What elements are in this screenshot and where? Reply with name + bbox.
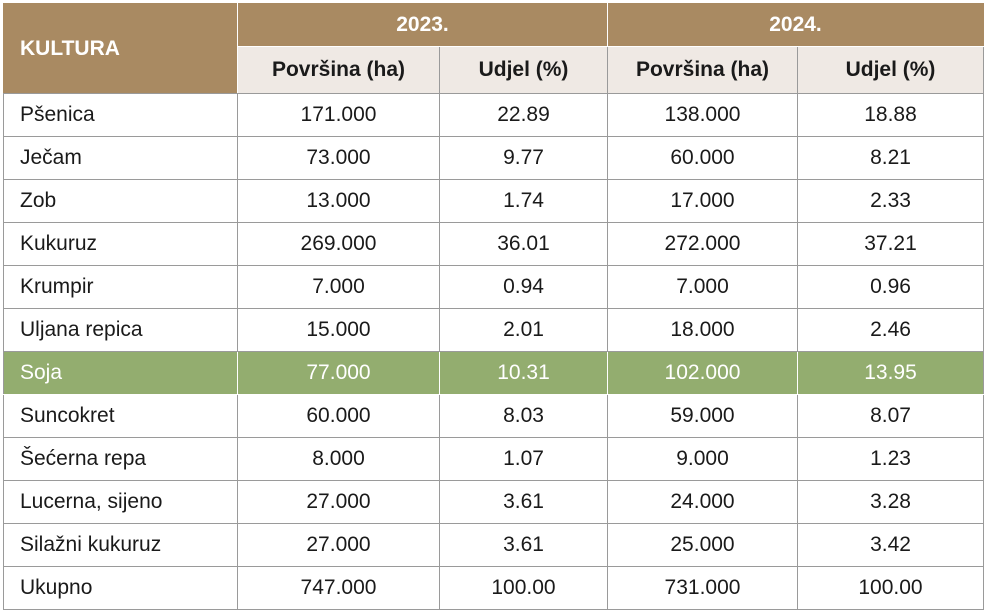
share-2024-cell: 2.46 bbox=[797, 308, 984, 352]
area-2023-cell: 747.000 bbox=[237, 566, 440, 610]
area-2023-header: Površina (ha) bbox=[237, 46, 440, 94]
area-2023-cell: 73.000 bbox=[237, 136, 440, 180]
share-2024-cell: 3.28 bbox=[797, 480, 984, 524]
share-2023-header: Udjel (%) bbox=[439, 46, 608, 94]
table-row: Zob 13.000 1.74 17.000 2.33 bbox=[3, 179, 984, 223]
crop-name-cell: Uljana repica bbox=[3, 308, 238, 352]
crop-name-cell: Zob bbox=[3, 179, 238, 223]
table-row: Pšenica 171.000 22.89 138.000 18.88 bbox=[3, 93, 984, 137]
area-2023-cell: 60.000 bbox=[237, 394, 440, 438]
share-2023-cell: 100.00 bbox=[439, 566, 608, 610]
share-2024-cell: 18.88 bbox=[797, 93, 984, 137]
share-2023-cell: 3.61 bbox=[439, 523, 608, 567]
share-2024-header: Udjel (%) bbox=[797, 46, 984, 94]
area-2024-cell: 138.000 bbox=[607, 93, 798, 137]
share-2024-cell: 3.42 bbox=[797, 523, 984, 567]
year-2023-header: 2023. bbox=[237, 3, 608, 47]
area-2023-cell: 27.000 bbox=[237, 523, 440, 567]
year-2024-header: 2024. bbox=[607, 3, 984, 47]
table-row: Soja 77.000 10.31 102.000 13.95 bbox=[3, 351, 984, 395]
share-2023-cell: 10.31 bbox=[439, 351, 608, 395]
crop-table-container: KULTURA 2023. 2024. Površina (ha) Udjel … bbox=[3, 3, 984, 610]
area-2024-cell: 102.000 bbox=[607, 351, 798, 395]
table-row: Silažni kukuruz 27.000 3.61 25.000 3.42 bbox=[3, 523, 984, 567]
share-2023-cell: 1.07 bbox=[439, 437, 608, 481]
area-2024-cell: 272.000 bbox=[607, 222, 798, 266]
table-row: Ukupno 747.000 100.00 731.000 100.00 bbox=[3, 566, 984, 610]
crop-name-cell: Suncokret bbox=[3, 394, 238, 438]
share-2023-cell: 2.01 bbox=[439, 308, 608, 352]
area-2023-cell: 171.000 bbox=[237, 93, 440, 137]
share-2024-cell: 100.00 bbox=[797, 566, 984, 610]
area-2024-cell: 7.000 bbox=[607, 265, 798, 309]
table-row: Krumpir 7.000 0.94 7.000 0.96 bbox=[3, 265, 984, 309]
share-2023-cell: 9.77 bbox=[439, 136, 608, 180]
table-row: Ječam 73.000 9.77 60.000 8.21 bbox=[3, 136, 984, 180]
area-2024-cell: 24.000 bbox=[607, 480, 798, 524]
share-2024-cell: 37.21 bbox=[797, 222, 984, 266]
table-row: Kukuruz 269.000 36.01 272.000 37.21 bbox=[3, 222, 984, 266]
table-row: Suncokret 60.000 8.03 59.000 8.07 bbox=[3, 394, 984, 438]
crop-name-cell: Šećerna repa bbox=[3, 437, 238, 481]
crop-name-cell: Kukuruz bbox=[3, 222, 238, 266]
crop-area-table: KULTURA 2023. 2024. Površina (ha) Udjel … bbox=[3, 3, 984, 610]
share-2023-cell: 36.01 bbox=[439, 222, 608, 266]
area-2024-cell: 18.000 bbox=[607, 308, 798, 352]
table-row: Lucerna, sijeno 27.000 3.61 24.000 3.28 bbox=[3, 480, 984, 524]
share-2023-cell: 22.89 bbox=[439, 93, 608, 137]
area-2024-cell: 60.000 bbox=[607, 136, 798, 180]
share-2024-cell: 0.96 bbox=[797, 265, 984, 309]
crop-name-cell: Ukupno bbox=[3, 566, 238, 610]
crop-name-cell: Pšenica bbox=[3, 93, 238, 137]
crop-name-cell: Ječam bbox=[3, 136, 238, 180]
area-2023-cell: 7.000 bbox=[237, 265, 440, 309]
area-2024-header: Površina (ha) bbox=[607, 46, 798, 94]
area-2024-cell: 25.000 bbox=[607, 523, 798, 567]
share-2024-cell: 1.23 bbox=[797, 437, 984, 481]
share-2024-cell: 2.33 bbox=[797, 179, 984, 223]
crop-name-cell: Soja bbox=[3, 351, 238, 395]
table-row: Šećerna repa 8.000 1.07 9.000 1.23 bbox=[3, 437, 984, 481]
share-2024-cell: 8.07 bbox=[797, 394, 984, 438]
share-2024-cell: 13.95 bbox=[797, 351, 984, 395]
area-2024-cell: 17.000 bbox=[607, 179, 798, 223]
area-2024-cell: 59.000 bbox=[607, 394, 798, 438]
share-2023-cell: 0.94 bbox=[439, 265, 608, 309]
share-2023-cell: 8.03 bbox=[439, 394, 608, 438]
crop-name-cell: Krumpir bbox=[3, 265, 238, 309]
culture-column-header: KULTURA bbox=[3, 3, 238, 94]
table-row: Uljana repica 15.000 2.01 18.000 2.46 bbox=[3, 308, 984, 352]
share-2024-cell: 8.21 bbox=[797, 136, 984, 180]
area-2023-cell: 15.000 bbox=[237, 308, 440, 352]
area-2023-cell: 13.000 bbox=[237, 179, 440, 223]
area-2023-cell: 8.000 bbox=[237, 437, 440, 481]
share-2023-cell: 1.74 bbox=[439, 179, 608, 223]
area-2023-cell: 77.000 bbox=[237, 351, 440, 395]
area-2023-cell: 269.000 bbox=[237, 222, 440, 266]
crop-name-cell: Silažni kukuruz bbox=[3, 523, 238, 567]
area-2023-cell: 27.000 bbox=[237, 480, 440, 524]
area-2024-cell: 731.000 bbox=[607, 566, 798, 610]
crop-name-cell: Lucerna, sijeno bbox=[3, 480, 238, 524]
area-2024-cell: 9.000 bbox=[607, 437, 798, 481]
share-2023-cell: 3.61 bbox=[439, 480, 608, 524]
